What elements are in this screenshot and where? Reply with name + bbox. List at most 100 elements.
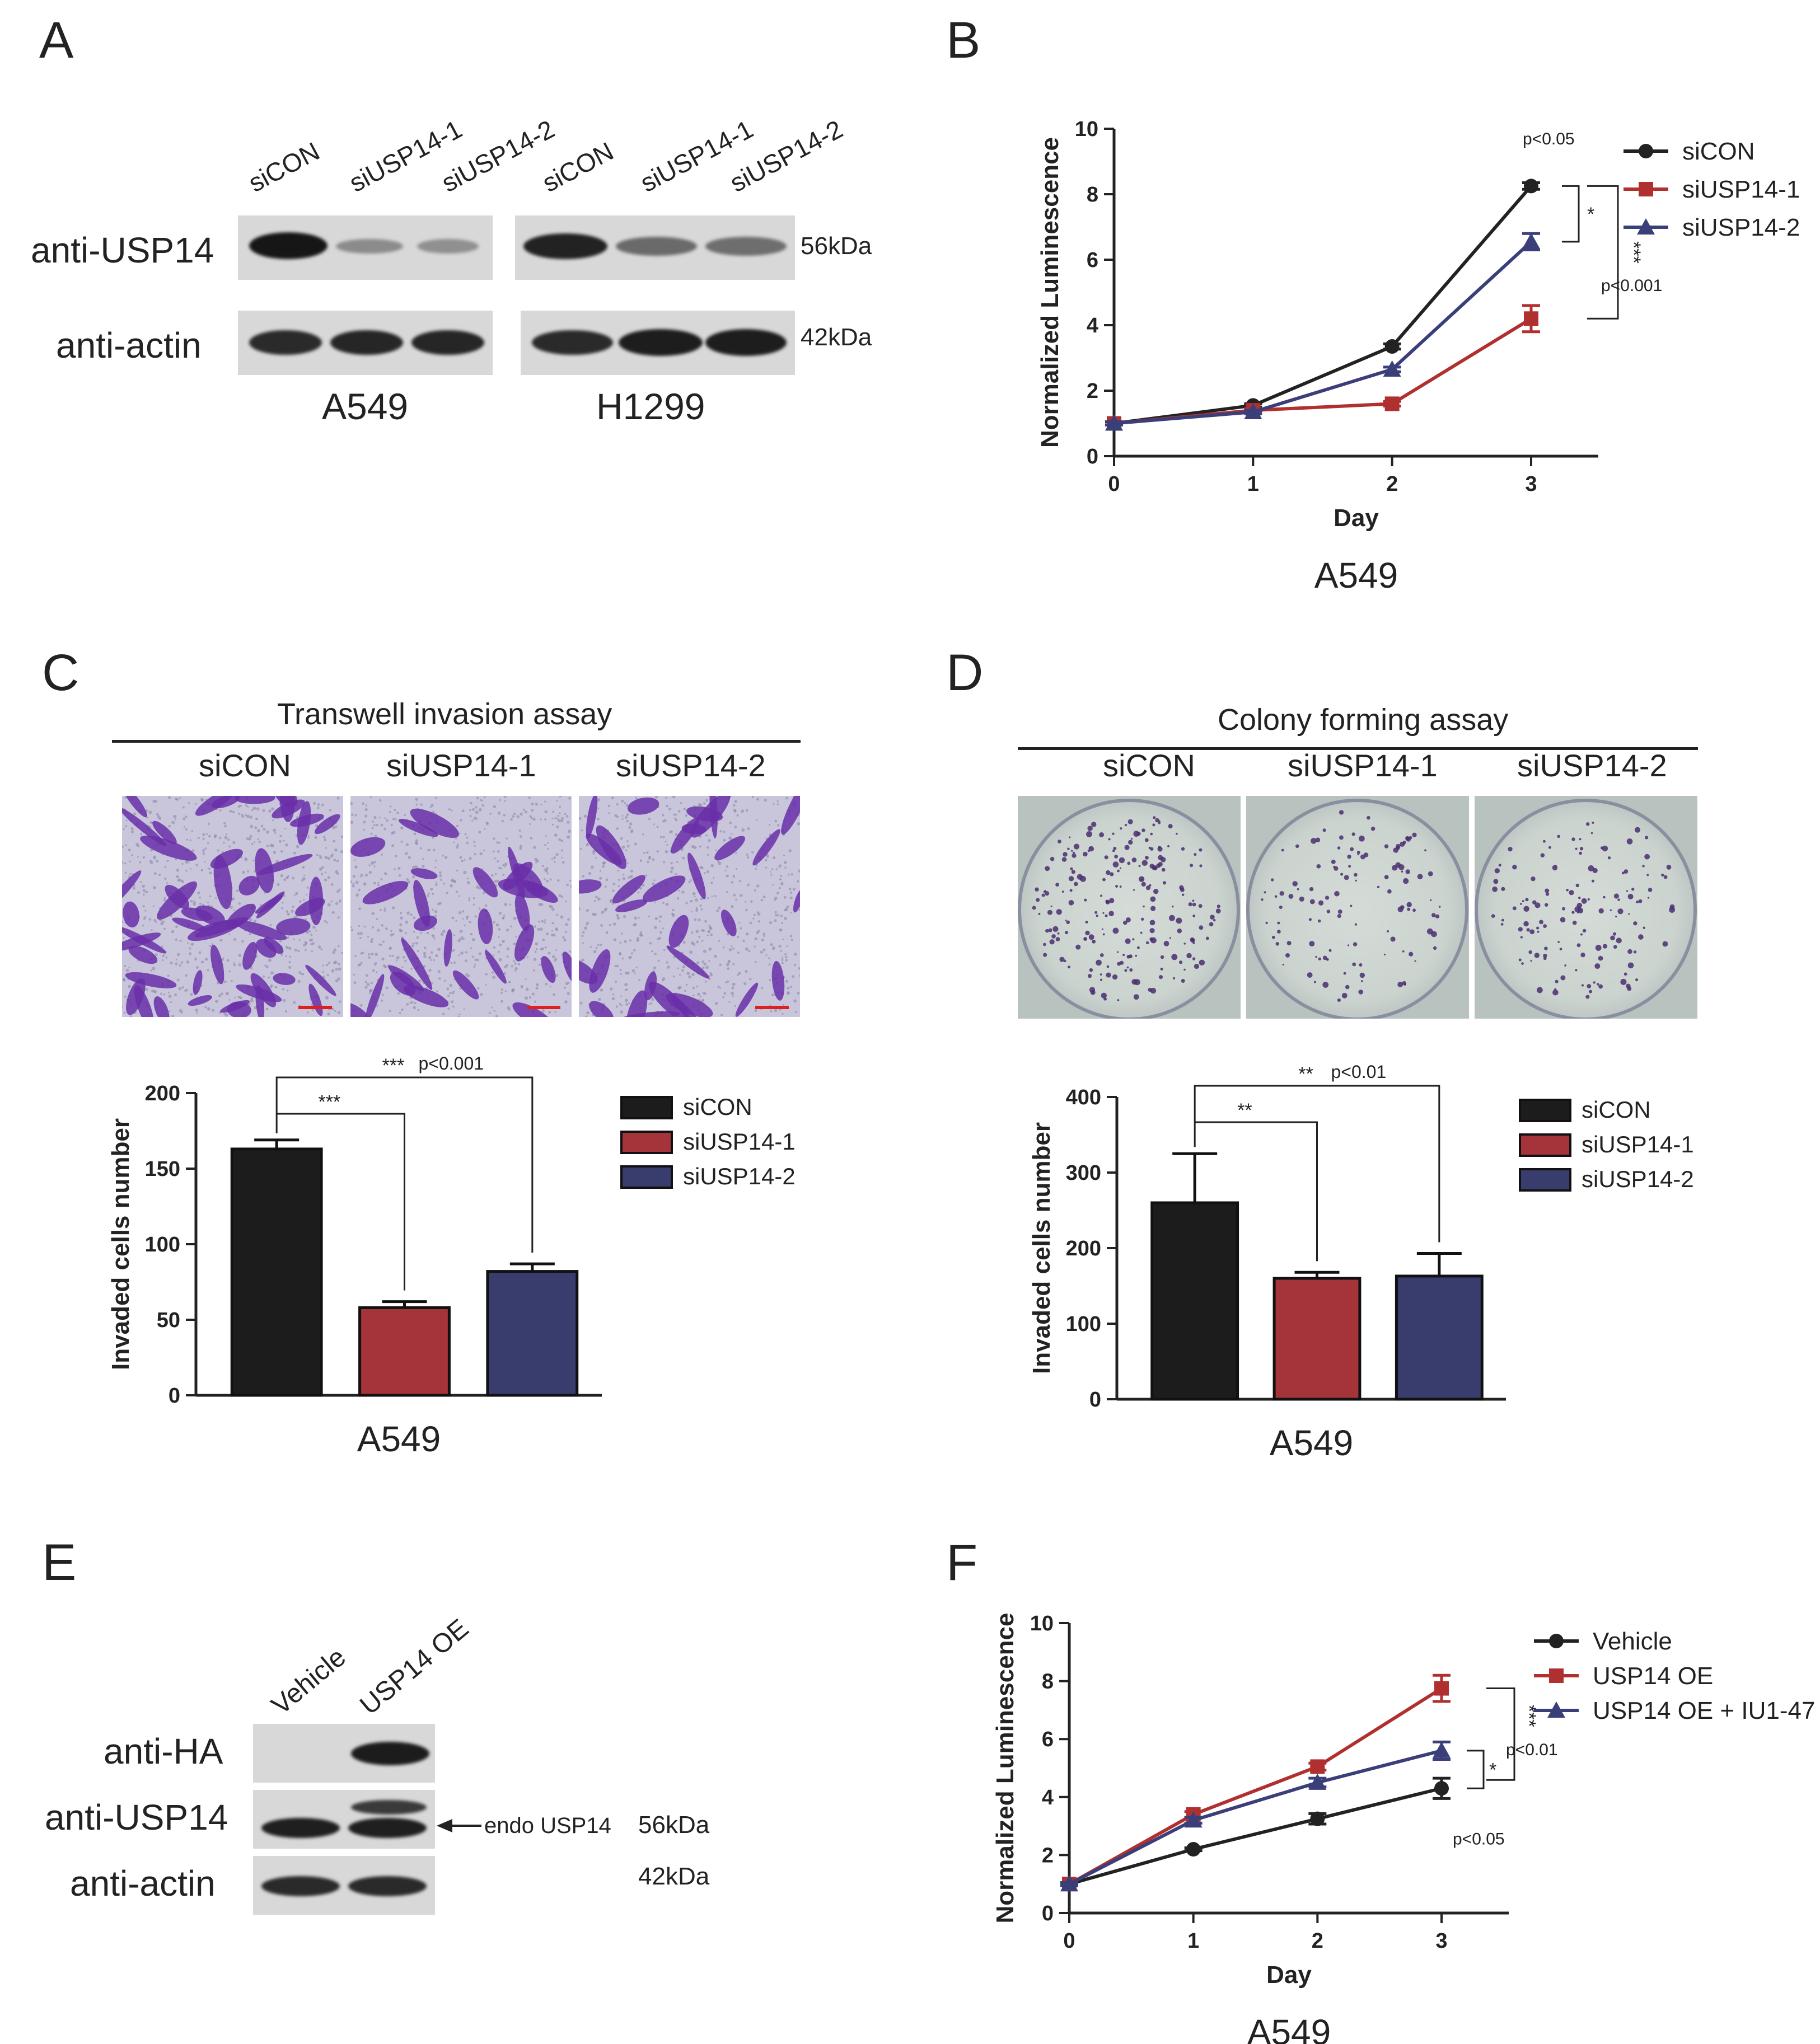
y-tick-label: 2 — [1042, 1844, 1054, 1867]
membrane-pore — [431, 908, 434, 911]
invaded-cell — [152, 821, 177, 845]
membrane-pore — [475, 806, 478, 809]
membrane-pore — [305, 893, 307, 896]
membrane-pore — [242, 870, 245, 874]
membrane-pore — [175, 938, 178, 941]
membrane-pore — [185, 815, 188, 818]
data-point — [1105, 414, 1123, 431]
membrane-pore — [531, 809, 534, 812]
membrane-pore — [317, 803, 320, 806]
membrane-pore — [195, 864, 198, 866]
membrane-pore — [202, 903, 204, 906]
membrane-pore — [312, 925, 316, 929]
membrane-pore — [330, 901, 333, 903]
membrane-pore — [151, 990, 154, 993]
membrane-pore — [311, 942, 315, 945]
data-point — [1310, 1811, 1325, 1826]
membrane-pore — [553, 856, 556, 859]
membrane-pore — [202, 837, 205, 840]
membrane-pore — [448, 808, 451, 811]
membrane-pore — [218, 837, 222, 840]
membrane-pore — [293, 894, 296, 897]
membrane-pore — [339, 1000, 341, 1003]
invaded-cell — [172, 917, 207, 931]
membrane-pore — [281, 907, 283, 910]
invaded-cell — [195, 905, 225, 926]
y-tick-label: 6 — [1087, 249, 1098, 272]
y-tick-label: 0 — [1087, 445, 1098, 468]
membrane-pore — [333, 859, 336, 862]
membrane-pore — [199, 902, 202, 905]
membrane-pore — [186, 838, 189, 841]
membrane-pore — [151, 929, 153, 931]
band — [705, 329, 787, 356]
membrane-pore — [298, 971, 302, 974]
series-line — [1068, 1749, 1442, 1886]
membrane-pore — [122, 921, 123, 923]
membrane-pore — [131, 873, 133, 875]
membrane-pore — [292, 906, 294, 908]
membrane-pore — [132, 887, 135, 890]
panel-c-header: Transwell invasion assay — [277, 697, 612, 731]
membrane-pore — [413, 832, 417, 836]
invaded-cell — [195, 917, 248, 937]
membrane-pore — [493, 805, 497, 808]
membrane-pore — [163, 993, 166, 996]
membrane-pore — [190, 992, 193, 996]
membrane-pore — [197, 836, 200, 840]
membrane-pore — [154, 800, 158, 803]
data-point — [1384, 396, 1400, 411]
membrane-pore — [137, 845, 140, 847]
membrane-pore — [245, 814, 247, 817]
membrane-pore — [317, 945, 321, 949]
invaded-cell — [250, 973, 277, 1007]
panel-letter-c: C — [42, 644, 79, 701]
membrane-pore — [137, 856, 139, 858]
membrane-pore — [331, 969, 335, 973]
membrane-pore — [237, 996, 240, 998]
membrane-pore — [367, 953, 371, 956]
membrane-pore — [250, 999, 254, 1003]
membrane-pore — [317, 807, 320, 809]
sig-bracket — [1587, 185, 1619, 320]
membrane-pore — [502, 873, 505, 876]
membrane-pore — [170, 1001, 172, 1004]
membrane-pore — [293, 851, 297, 855]
membrane-pore — [160, 992, 163, 995]
membrane-pore — [171, 930, 175, 934]
membrane-pore — [287, 936, 289, 939]
membrane-pore — [123, 1011, 126, 1014]
membrane-pore — [326, 921, 329, 923]
membrane-pore — [268, 958, 272, 962]
membrane-pore — [453, 934, 456, 936]
membrane-pore — [270, 984, 273, 988]
membrane-pore — [335, 979, 339, 983]
membrane-pore — [232, 841, 236, 845]
membrane-pore — [129, 860, 131, 862]
membrane-pore — [282, 988, 284, 991]
membrane-pore — [171, 821, 175, 824]
membrane-pore — [155, 953, 158, 956]
y-tick-label: 8 — [1087, 183, 1098, 207]
cell-line-h1299: H1299 — [596, 386, 705, 427]
membrane-pore — [143, 856, 146, 859]
invaded-cell — [290, 813, 324, 827]
membrane-pore — [301, 879, 304, 882]
membrane-pore — [285, 945, 289, 949]
membrane-pore — [225, 992, 229, 996]
membrane-pore — [204, 958, 208, 961]
invaded-cell — [276, 918, 311, 936]
membrane-pore — [478, 808, 482, 812]
membrane-pore — [139, 861, 142, 864]
membrane-pore — [496, 879, 500, 883]
membrane-pore — [333, 948, 337, 951]
data-point — [1434, 1681, 1449, 1696]
membrane-pore — [189, 947, 191, 950]
x-axis-title: Day — [1266, 1961, 1312, 1989]
membrane-pore — [176, 875, 179, 878]
membrane-pore — [250, 824, 254, 828]
panel-letter-a: A — [39, 12, 74, 69]
membrane-pore — [335, 968, 338, 971]
blot-h1299-actin — [521, 311, 795, 375]
cell-line-a549: A549 — [322, 386, 409, 427]
